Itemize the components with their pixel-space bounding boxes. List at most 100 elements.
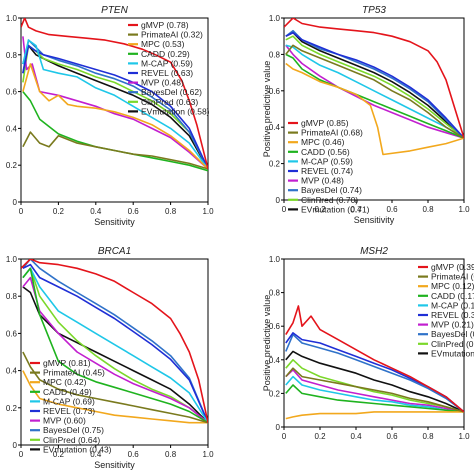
series-group	[285, 305, 464, 420]
y-tick-label: 0.2	[269, 160, 281, 169]
legend-entry: MPC (0.46)	[301, 137, 345, 147]
legend-entry: MPC (0.42)	[43, 377, 87, 387]
legend: gMVP (0.39)PrimateAI (0.26)MPC (0.12)CAD…	[418, 262, 474, 358]
legend: gMVP (0.85)PrimateAI (0.68)MPC (0.46)CAD…	[288, 118, 370, 214]
x-tick-label: 1.0	[202, 207, 214, 216]
x-tick-label: 1.0	[458, 205, 470, 214]
series-line-m-cap	[22, 39, 208, 170]
legend-entry: CADD (0.17)	[431, 291, 474, 301]
series-group	[21, 259, 208, 424]
y-tick-label: 0.6	[6, 88, 18, 97]
legend-entry: gMVP (0.78)	[141, 20, 189, 30]
x-axis-label: Sensitivity	[94, 217, 135, 227]
series-line-clinpred	[285, 35, 464, 139]
series-line-m-cap	[285, 44, 464, 139]
x-tick-label: 0.2	[314, 205, 326, 214]
legend-entry: MVP (0.48)	[141, 78, 184, 88]
legend-entry: M-CAP (0.69)	[43, 396, 95, 406]
legend-entry: BayesDel (0.36)	[431, 329, 474, 339]
panel-pten: PTEN 0 0.2 0.4 0.6 0.8 1.0 0 0.2 0.4 0.6 0.8 1.0 Sens…	[6, 5, 214, 227]
legend-entry: gMVP (0.85)	[301, 118, 349, 128]
series-line-cadd	[22, 267, 208, 424]
x-tick-label: 0	[282, 432, 287, 441]
y-tick-label: 0.6	[6, 329, 18, 338]
x-tick-label: 0.8	[422, 432, 434, 441]
y-axis-label: Positive predictive value	[262, 61, 272, 158]
series-line-clinpred	[285, 358, 464, 413]
legend-entry: BayesDel (0.74)	[301, 185, 362, 195]
x-tick-label: 0.8	[422, 205, 434, 214]
legend-entry: PrimateAI (0.45)	[43, 368, 105, 378]
panel-tp53: TP53 0 0.2 0.4 0.6 0.8 1.0 0 0.2 0.4 0.6 0.8 1.0 Sens…	[262, 5, 470, 225]
series-line-revel	[22, 44, 208, 170]
legend-entry: BayesDel (0.62)	[141, 87, 202, 97]
legend-entry: EVmutation (0.43)	[43, 444, 112, 454]
x-tick-label: 0.4	[90, 450, 102, 459]
legend-entry: MPC (0.12)	[431, 281, 474, 291]
y-tick-label: 0.6	[269, 87, 281, 96]
legend-entry: EVmutation (0.71)	[301, 204, 370, 214]
legend-entry: gMVP (0.39)	[431, 262, 474, 272]
x-tick-label: 0.4	[350, 205, 362, 214]
series-line-evmutation	[22, 44, 208, 170]
y-tick-label: 1.0	[6, 255, 18, 264]
y-tick-label: 0.2	[6, 161, 18, 170]
x-tick-label: 0	[282, 205, 287, 214]
y-tick-label: 0.4	[269, 123, 281, 132]
series-line-gmvp	[21, 18, 208, 170]
y-tick-label: 0	[276, 423, 281, 432]
y-tick-label: 0.2	[6, 404, 18, 413]
x-tick-label: 0.6	[386, 205, 398, 214]
x-tick-label: 0	[19, 450, 24, 459]
legend-entry: MVP (0.21)	[431, 320, 474, 330]
legend-entry: BayesDel (0.75)	[43, 425, 104, 435]
legend-entry: PrimateAI (0.32)	[141, 30, 203, 40]
x-tick-label: 0.4	[90, 207, 102, 216]
y-tick-label: 0.4	[269, 356, 281, 365]
legend-entry: PrimateAI (0.68)	[301, 128, 363, 138]
series-line-gmvp	[285, 305, 464, 413]
legend-entry: ClinPred (0.64)	[43, 435, 100, 445]
panel-title: BRCA1	[98, 246, 131, 257]
series-line-mvp	[285, 369, 464, 413]
y-tick-label: 0.8	[6, 292, 18, 301]
x-tick-label: 0.2	[314, 432, 326, 441]
plot-frame	[20, 17, 209, 203]
series-line-mpc	[285, 62, 464, 156]
legend-entry: EVmutation (0.58)	[141, 106, 210, 116]
legend-entry: M-CAP (0.19)	[431, 300, 474, 310]
x-tick-label: 0.8	[165, 450, 177, 459]
series-line-evmutation	[285, 31, 464, 139]
y-tick-label: 0.6	[269, 322, 281, 331]
panel-title: MSH2	[360, 246, 388, 257]
legend-entry: M-CAP (0.59)	[141, 58, 193, 68]
legend-entry: REVEL (0.37)	[431, 310, 474, 320]
x-tick-label: 0.8	[165, 207, 177, 216]
legend-entry: REVEL (0.63)	[141, 68, 193, 78]
x-tick-label: 1.0	[202, 450, 214, 459]
legend-entry: EVmutation (0.	[431, 348, 474, 358]
legend-entry: MPC (0.53)	[141, 39, 185, 49]
legend-entry: CADD (0.56)	[301, 147, 350, 157]
series-line-cadd	[285, 384, 464, 413]
series-line-mpc	[22, 370, 208, 424]
x-tick-label: 0.2	[53, 450, 65, 459]
y-tick-label: 1.0	[269, 255, 281, 264]
x-axis-label: Sensitivity	[354, 215, 395, 225]
x-tick-label: 0.6	[386, 432, 398, 441]
y-tick-label: 0.8	[269, 50, 281, 59]
legend-entry: ClinPred (0.27)	[431, 339, 474, 349]
plot-frame	[283, 17, 465, 201]
legend-entry: REVEL (0.73)	[43, 406, 95, 416]
series-line-bayesdel	[22, 259, 208, 424]
x-axis-label: Sensitivity	[94, 460, 135, 470]
legend-entry: M-CAP (0.59)	[301, 156, 353, 166]
series-line-primateai	[22, 131, 208, 170]
y-tick-label: 0.4	[6, 367, 18, 376]
plot-frame	[20, 258, 209, 446]
legend-entry: ClinPred (0.63)	[141, 97, 198, 107]
panel-title: TP53	[362, 5, 386, 16]
y-tick-label: 1.0	[6, 14, 18, 23]
series-line-cadd	[285, 53, 464, 139]
